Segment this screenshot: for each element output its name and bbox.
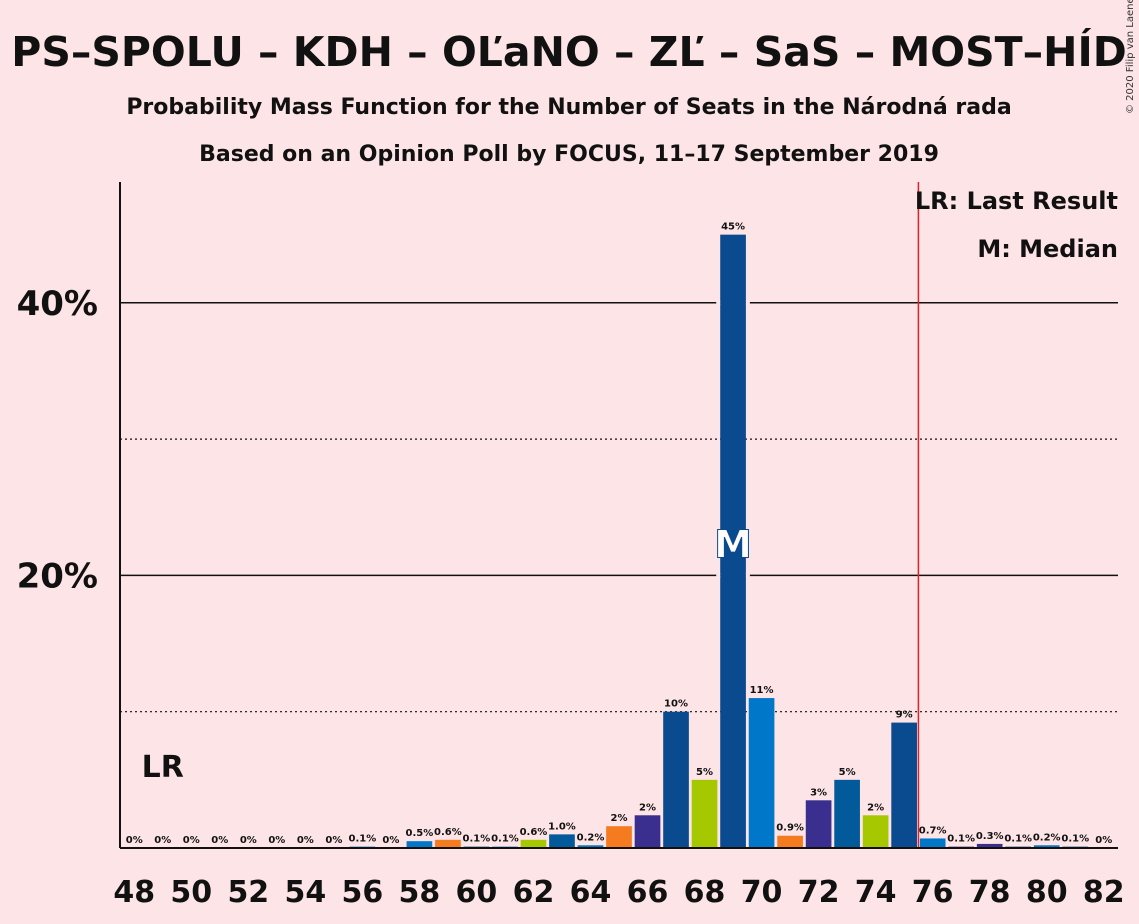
value-label-63: 1.0%	[548, 821, 576, 832]
value-label-53: 0%	[268, 835, 285, 846]
x-tick-label-66: 66	[627, 875, 669, 910]
bar-68	[691, 779, 718, 848]
bar-80	[1033, 845, 1060, 848]
value-label-74: 2%	[867, 802, 884, 813]
bar-75	[891, 722, 917, 848]
bar-67	[663, 711, 689, 848]
value-label-81: 0.1%	[1061, 834, 1089, 845]
value-label-70: 11%	[750, 685, 774, 696]
value-label-73: 5%	[839, 767, 856, 778]
last-result-marker: LR	[142, 750, 184, 785]
grid-gap-left-1	[716, 300, 721, 305]
bar-78	[976, 843, 1003, 848]
bar-66	[634, 815, 661, 848]
x-tick-label-78: 78	[969, 875, 1011, 910]
value-label-55: 0%	[325, 835, 342, 846]
bar-71	[777, 835, 803, 848]
value-label-71: 0.9%	[776, 823, 804, 834]
value-label-52: 0%	[240, 835, 257, 846]
median-marker: M	[714, 522, 752, 566]
value-label-72: 3%	[810, 787, 827, 798]
value-label-76: 0.7%	[919, 825, 947, 836]
value-label-61: 0.1%	[491, 834, 519, 845]
value-label-78: 0.3%	[976, 831, 1004, 842]
value-label-68: 5%	[696, 767, 713, 778]
x-tick-label-70: 70	[741, 875, 783, 910]
value-label-57: 0%	[382, 835, 399, 846]
value-label-50: 0%	[183, 835, 200, 846]
value-label-62: 0.6%	[520, 827, 548, 838]
x-tick-label-52: 52	[227, 875, 269, 910]
value-labels: 0% 0% 0% 0% 0% 0% 0% 0% 0.1% 0%0.5% 0.6%0.1% 0.1%0.…	[126, 222, 1112, 846]
x-tick-label-56: 56	[341, 875, 383, 910]
tick-labels: 20% 40% 48 50 52 54 56 58 60 62 64 66 68 70 72 74 76 78 80…	[17, 284, 1125, 910]
bar-59	[435, 839, 461, 848]
bar-70	[748, 698, 775, 848]
credit-text: © 2020 Filip van Laenen	[1125, 0, 1136, 114]
value-label-60: 0.1%	[463, 834, 491, 845]
bar-76	[919, 838, 946, 848]
bar-62	[520, 839, 547, 848]
value-label-67: 10%	[664, 699, 688, 710]
x-tick-label-50: 50	[170, 875, 212, 910]
x-tick-label-80: 80	[1026, 875, 1068, 910]
x-tick-label-62: 62	[513, 875, 555, 910]
chart-subtitle-1: Probability Mass Function for the Number…	[126, 95, 1011, 120]
value-label-79: 0.1%	[1004, 834, 1032, 845]
legend-median: M: Median	[977, 235, 1118, 263]
x-tick-label-76: 76	[912, 875, 954, 910]
x-tick-label-82: 82	[1083, 875, 1125, 910]
x-tick-label-64: 64	[570, 875, 612, 910]
gridlines	[120, 302, 1118, 713]
legend-last-result: LR: Last Result	[915, 187, 1118, 215]
chart-title: PS–SPOLU – KDH – OĽaNO – ZĽ – SaS – MOST…	[11, 28, 1126, 76]
x-tick-label-74: 74	[855, 875, 897, 910]
bars	[349, 234, 1089, 848]
grid-gap-right-0	[745, 573, 750, 578]
value-label-75: 9%	[896, 710, 913, 721]
chart-subtitle-2: Based on an Opinion Poll by FOCUS, 11–17…	[199, 142, 939, 167]
value-label-56: 0.1%	[349, 834, 377, 845]
axes	[119, 182, 1118, 849]
bar-58	[406, 841, 433, 848]
value-label-58: 0.5%	[406, 828, 434, 839]
value-label-49: 0%	[154, 835, 171, 846]
x-tick-label-58: 58	[399, 875, 441, 910]
x-tick-label-54: 54	[284, 875, 326, 910]
value-label-80: 0.2%	[1033, 832, 1061, 843]
value-label-54: 0%	[297, 835, 314, 846]
grid-gap-left-0	[716, 573, 721, 578]
bar-63	[549, 834, 575, 848]
bar-72	[805, 800, 832, 848]
bar-74	[862, 815, 889, 848]
y-tick-label-1: 40%	[17, 284, 98, 324]
value-label-69: 45%	[721, 222, 745, 233]
x-tick-label-60: 60	[456, 875, 498, 910]
bar-69	[720, 234, 746, 848]
value-label-51: 0%	[211, 835, 228, 846]
grid-gap-right-1	[745, 300, 750, 305]
bar-64	[577, 845, 604, 848]
value-label-82: 0%	[1095, 835, 1112, 846]
bar-65	[606, 826, 632, 848]
value-label-65: 2%	[611, 813, 628, 824]
value-label-48: 0%	[126, 835, 143, 846]
x-tick-label-48: 48	[113, 875, 155, 910]
value-label-66: 2%	[639, 802, 656, 813]
value-label-64: 0.2%	[577, 832, 605, 843]
value-label-59: 0.6%	[434, 827, 462, 838]
x-tick-label-72: 72	[798, 875, 840, 910]
value-label-77: 0.1%	[947, 834, 975, 845]
y-tick-label-0: 20%	[17, 556, 98, 596]
bar-73	[834, 779, 860, 848]
x-tick-label-68: 68	[684, 875, 726, 910]
